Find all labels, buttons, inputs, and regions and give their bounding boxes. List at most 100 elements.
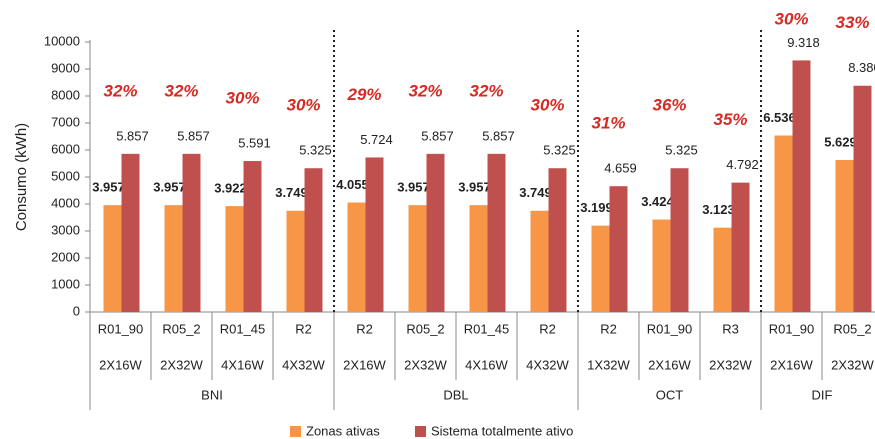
value-label: 5.325 xyxy=(543,143,576,158)
percent-label: 33% xyxy=(835,13,869,32)
bar xyxy=(225,206,244,312)
x-tick-label: R01_90 xyxy=(647,321,693,336)
x-sub-label: 4X32W xyxy=(282,357,325,372)
legend-label: Zonas ativas xyxy=(306,423,380,438)
bar xyxy=(670,168,689,312)
x-tick-label: R05_2 xyxy=(406,321,444,336)
x-sub-label: 2X16W xyxy=(99,357,142,372)
y-tick-label: 0 xyxy=(73,303,80,318)
bar xyxy=(121,153,140,312)
bar xyxy=(182,153,201,312)
percent-label: 31% xyxy=(591,114,625,133)
value-label: 3.957 xyxy=(458,180,491,195)
value-label: 3.424 xyxy=(641,194,674,209)
x-sub-label: 4X16W xyxy=(221,357,264,372)
percent-label: 36% xyxy=(652,96,686,115)
percent-label: 30% xyxy=(286,96,320,115)
value-label: 3.749 xyxy=(519,185,552,200)
bar xyxy=(609,186,628,312)
value-label: 8.380 xyxy=(848,60,875,75)
percent-label: 30% xyxy=(530,96,564,115)
bar xyxy=(774,135,793,312)
value-label: 5.591 xyxy=(238,135,271,150)
bar xyxy=(408,205,427,312)
y-tick-label: 8000 xyxy=(51,87,80,102)
value-label: 4.792 xyxy=(726,157,759,172)
x-tick-label: R01_45 xyxy=(464,321,510,336)
x-tick-label: R3 xyxy=(722,321,739,336)
legend-swatch xyxy=(415,426,426,437)
value-label: 3.123 xyxy=(702,202,735,217)
bar xyxy=(347,202,366,312)
bar xyxy=(365,157,384,312)
x-sub-label: 2X16W xyxy=(770,357,813,372)
bar xyxy=(652,219,671,312)
value-label: 3.957 xyxy=(92,180,125,195)
x-tick-label: R2 xyxy=(539,321,556,336)
y-tick-label: 3000 xyxy=(51,222,80,237)
value-label: 5.857 xyxy=(482,128,515,143)
value-label: 5.857 xyxy=(177,128,210,143)
y-tick-label: 6000 xyxy=(51,141,80,156)
percent-label: 30% xyxy=(225,89,259,108)
y-axis-label: Consumo (kWh) xyxy=(13,123,30,231)
x-tick-label: R2 xyxy=(600,321,617,336)
value-label: 9.318 xyxy=(787,35,820,50)
value-label: 5.325 xyxy=(299,143,332,158)
x-tick-label: R05_2 xyxy=(162,321,200,336)
bar xyxy=(164,205,183,312)
percent-label: 32% xyxy=(408,81,442,100)
x-sub-label: 2X32W xyxy=(160,357,203,372)
y-tick-label: 4000 xyxy=(51,195,80,210)
value-label: 5.629 xyxy=(824,134,857,149)
value-label: 3.199 xyxy=(580,200,613,215)
bar xyxy=(304,168,323,312)
bar xyxy=(853,85,872,313)
x-sub-label: 2X16W xyxy=(648,357,691,372)
x-sub-label: 2X32W xyxy=(831,357,874,372)
bar xyxy=(530,210,549,312)
x-sub-label: 4X32W xyxy=(526,357,569,372)
bar xyxy=(591,225,610,312)
group-label: OCT xyxy=(656,387,684,402)
legend-swatch xyxy=(290,426,301,437)
bar xyxy=(792,60,811,312)
value-label: 5.724 xyxy=(360,132,393,147)
percent-label: 32% xyxy=(103,81,137,100)
group-label: DIF xyxy=(812,387,833,402)
bar xyxy=(548,168,567,312)
x-tick-label: R01_45 xyxy=(220,321,266,336)
legend-label: Sistema totalmente ativo xyxy=(431,423,573,438)
x-sub-label: 4X16W xyxy=(465,357,508,372)
y-tick-label: 9000 xyxy=(51,60,80,75)
y-tick-label: 10000 xyxy=(44,33,80,48)
x-sub-label: 2X32W xyxy=(404,357,447,372)
bar xyxy=(487,153,506,312)
bar xyxy=(835,160,854,312)
value-label: 3.957 xyxy=(153,180,186,195)
value-label: 6.536 xyxy=(763,110,796,125)
x-tick-label: R01_90 xyxy=(98,321,144,336)
percent-label: 32% xyxy=(164,81,198,100)
bar xyxy=(469,205,488,312)
percent-label: 30% xyxy=(774,9,808,28)
value-label: 3.749 xyxy=(275,185,308,200)
value-label: 5.857 xyxy=(116,128,149,143)
value-label: 3.922 xyxy=(214,181,247,196)
bar xyxy=(731,182,750,312)
value-label: 5.857 xyxy=(421,128,454,143)
percent-label: 35% xyxy=(713,110,747,129)
percent-label: 29% xyxy=(346,85,381,104)
x-sub-label: 1X32W xyxy=(587,357,630,372)
x-sub-label: 2X32W xyxy=(709,357,752,372)
value-label: 4.055 xyxy=(336,177,369,192)
value-label: 4.659 xyxy=(604,161,637,176)
value-label: 3.957 xyxy=(397,180,430,195)
bar xyxy=(426,153,445,312)
value-label: 5.325 xyxy=(665,143,698,158)
x-tick-label: R05_2 xyxy=(833,321,871,336)
y-tick-label: 7000 xyxy=(51,114,80,129)
y-tick-label: 2000 xyxy=(51,249,80,264)
